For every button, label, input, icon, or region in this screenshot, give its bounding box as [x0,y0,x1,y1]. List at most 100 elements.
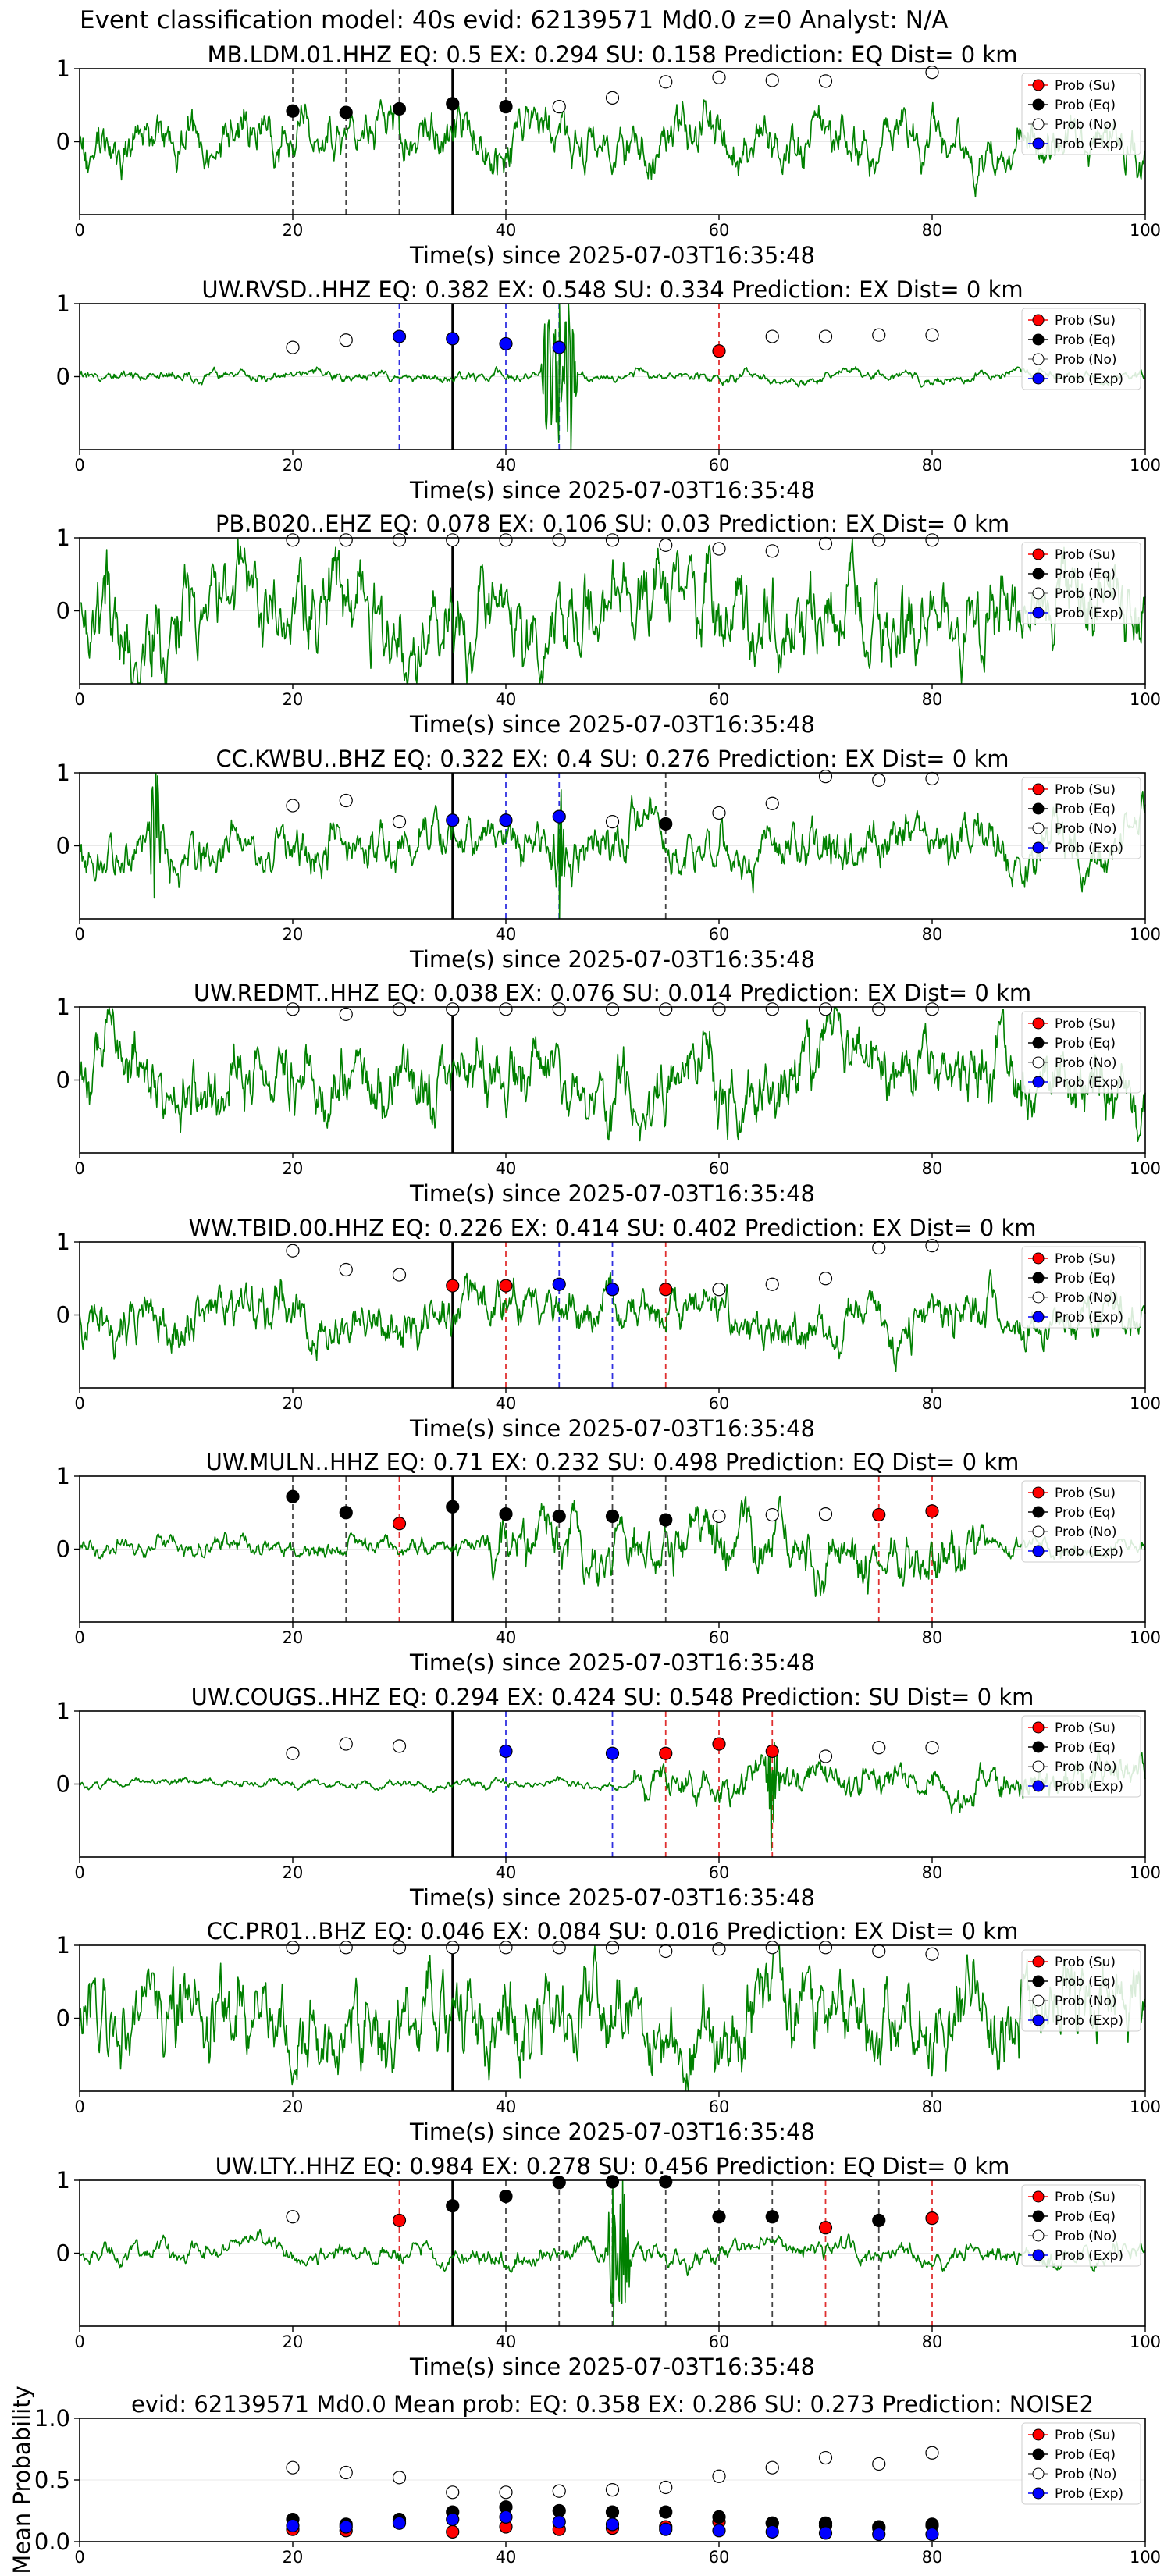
legend-marker-su [1032,314,1045,326]
legend-label-exp: Prob (Exp) [1055,1075,1123,1091]
mean-prob-marker-exp [499,2510,513,2524]
mean-prob-marker-no [605,2483,620,2497]
x-tick-label: 20 [283,221,304,240]
x-tick-label: 20 [283,2548,304,2567]
x-tick-label: 60 [709,690,730,709]
prob-marker-no [872,533,886,547]
legend-marker-eq [1032,2210,1045,2222]
panel-title: CC.PR01..BHZ EQ: 0.046 EX: 0.084 SU: 0.0… [207,1918,1019,1944]
mean-prob-marker-no [446,2485,460,2500]
prob-marker-eq [499,1507,513,1521]
panel-title: UW.COUGS..HHZ EQ: 0.294 EX: 0.424 SU: 0.… [191,1684,1034,1710]
prob-marker-no [286,799,300,813]
x-tick-label: 0 [74,1628,84,1647]
legend-label-eq: Prob (Eq) [1055,802,1116,817]
prob-marker-no [286,1002,300,1016]
legend-label-exp: Prob (Exp) [1055,2248,1123,2264]
chart-panel-3: PB.B020..EHZ EQ: 0.078 EX: 0.106 SU: 0.0… [56,511,1162,738]
legend-box [1021,1480,1141,1563]
x-axis-label: Time(s) since 2025-07-03T16:35:48 [409,946,815,973]
legend-marker-su [1032,1486,1045,1499]
legend-box [1021,73,1141,155]
y-tick-label: 0 [56,598,70,624]
legend-label-eq: Prob (Eq) [1055,1271,1116,1286]
x-tick-label: 80 [922,221,943,240]
legend-label-no: Prob (No) [1055,1525,1117,1540]
prob-marker-no [605,815,620,829]
mean-prob-marker-exp [765,2524,779,2539]
waveform-trace [79,538,1146,684]
y-tick-label: 1 [56,1229,70,1255]
prob-marker-no [392,1268,407,1282]
prob-marker-no [765,329,779,343]
prob-marker-exp [552,809,566,824]
x-tick-label: 60 [709,1628,730,1647]
legend-marker-su [1032,79,1045,91]
x-tick-label: 60 [709,2332,730,2351]
mean-prob-marker-no [925,2446,939,2460]
legend-label-su: Prob (Su) [1055,313,1116,329]
prob-marker-no [659,75,673,89]
y-axis-label: Mean Probability [9,2386,35,2574]
x-axis-label: Time(s) since 2025-07-03T16:35:48 [409,711,815,738]
legend-marker-exp [1032,1076,1045,1088]
legend-marker-no [1032,2229,1045,2242]
mean-prob-marker-no [765,2460,779,2475]
mean-prob-marker-exp [392,2516,407,2530]
prob-marker-eq [499,100,513,114]
prob-marker-eq [552,1509,566,1524]
prob-marker-no [339,1941,353,1955]
prob-marker-exp [552,340,566,354]
waveform-trace [79,99,1146,198]
prob-marker-no [552,1002,566,1016]
prob-marker-su [392,2213,407,2228]
mean-prob-marker-eq [552,2503,566,2518]
legend-marker-no [1032,1760,1045,1773]
y-tick-label: 0 [56,1302,70,1329]
panel-title: PB.B020..EHZ EQ: 0.078 EX: 0.106 SU: 0.0… [215,511,1009,537]
prob-marker-eq [659,2175,673,2189]
chart-panel-10: UW.LTY..HHZ EQ: 0.984 EX: 0.278 SU: 0.45… [56,2153,1162,2380]
prob-marker-su [712,344,726,358]
y-tick-label: 0 [56,364,70,390]
prob-marker-no [872,773,886,787]
prob-marker-no [659,1944,673,1959]
legend-label-su: Prob (Su) [1055,1016,1116,1032]
legend-label-su: Prob (Su) [1055,547,1116,563]
legend-box [1021,542,1141,624]
legend-label-no: Prob (No) [1055,1290,1117,1306]
y-tick-label: 1 [56,525,70,551]
prob-marker-no [339,333,353,347]
legend-label-eq: Prob (Eq) [1055,567,1116,582]
x-tick-label: 100 [1130,1863,1161,1882]
legend-marker-su [1032,2428,1045,2441]
x-tick-label: 100 [1130,456,1161,475]
prob-marker-eq [392,101,407,116]
legend-label-no: Prob (No) [1055,1994,1117,2009]
waveform-trace [79,773,1146,919]
prob-marker-su [925,2211,939,2226]
legend-marker-no [1032,587,1045,600]
y-tick-label: 1 [56,290,70,317]
x-tick-label: 20 [283,1863,304,1882]
panel-title: CC.KWBU..BHZ EQ: 0.322 EX: 0.4 SU: 0.276… [215,745,1009,772]
mean-prob-marker-no [872,2457,886,2471]
x-tick-label: 20 [283,925,304,944]
mean-prob-marker-exp [605,2517,620,2532]
x-axis-label: Time(s) since 2025-07-03T16:35:48 [409,242,815,269]
prob-marker-no [765,796,779,810]
prob-marker-no [712,1509,726,1524]
prob-marker-no [339,533,353,547]
panel-title: MB.LDM.01.HHZ EQ: 0.5 EX: 0.294 SU: 0.15… [208,41,1018,68]
y-tick-label: 0 [56,1536,70,1563]
waveform-trace [79,1742,1146,1852]
prob-marker-exp [605,1283,620,1297]
legend-label-exp: Prob (Exp) [1055,372,1123,387]
x-axis-label: Time(s) since 2025-07-03T16:35:48 [409,2119,815,2145]
legend-box [1021,2422,1141,2505]
x-tick-label: 100 [1130,1159,1161,1178]
legend-marker-no [1032,822,1045,834]
prob-marker-no [872,1240,886,1255]
x-tick-label: 40 [496,1394,517,1413]
legend-box [1021,308,1141,390]
